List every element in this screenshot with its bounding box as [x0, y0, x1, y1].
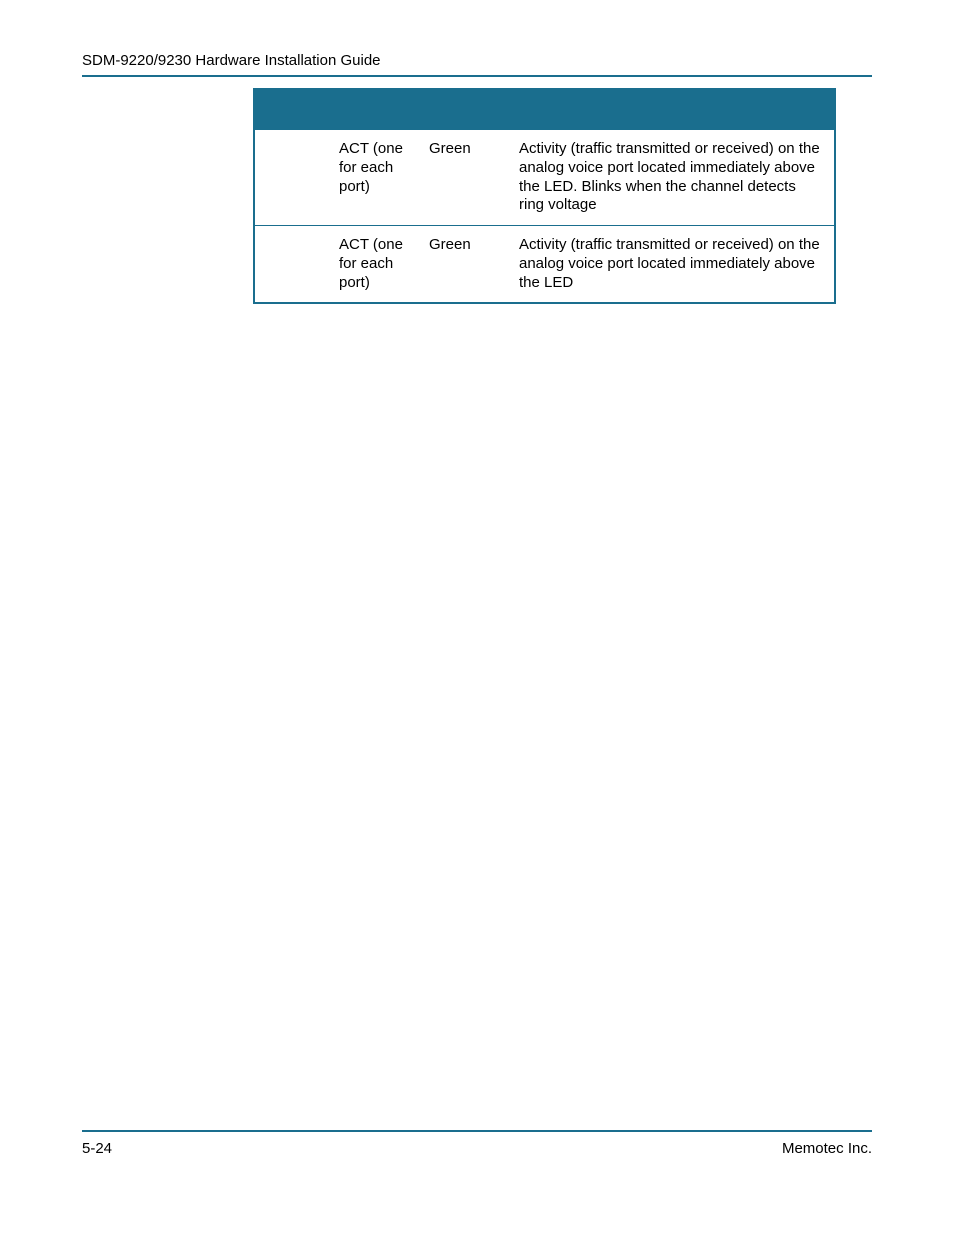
table-row: ACT (one for each port) Green Activity (… [255, 226, 834, 303]
page-footer: 5-24 Memotec Inc. [82, 1130, 872, 1157]
cell-col0 [255, 130, 339, 226]
cell-color: Green [429, 130, 519, 226]
footer-row: 5-24 Memotec Inc. [82, 1140, 872, 1157]
led-table-body: ACT (one for each port) Green Activity (… [255, 130, 834, 302]
cell-description: Activity (traffic transmitted or receive… [519, 130, 834, 226]
footer-rule [82, 1130, 872, 1132]
led-table: ACT (one for each port) Green Activity (… [253, 88, 836, 304]
page-title: SDM-9220/9230 Hardware Installation Guid… [82, 52, 872, 69]
page-number: 5-24 [82, 1140, 112, 1157]
cell-led: ACT (one for each port) [339, 226, 429, 303]
page: SDM-9220/9230 Hardware Installation Guid… [0, 0, 954, 1235]
table-row: ACT (one for each port) Green Activity (… [255, 130, 834, 226]
cell-color: Green [429, 226, 519, 303]
header-rule [82, 75, 872, 77]
cell-col0 [255, 226, 339, 303]
cell-description: Activity (traffic transmitted or receive… [519, 226, 834, 303]
company-name: Memotec Inc. [782, 1140, 872, 1157]
table-header-band [255, 90, 834, 130]
cell-led: ACT (one for each port) [339, 130, 429, 226]
page-header: SDM-9220/9230 Hardware Installation Guid… [82, 52, 872, 77]
